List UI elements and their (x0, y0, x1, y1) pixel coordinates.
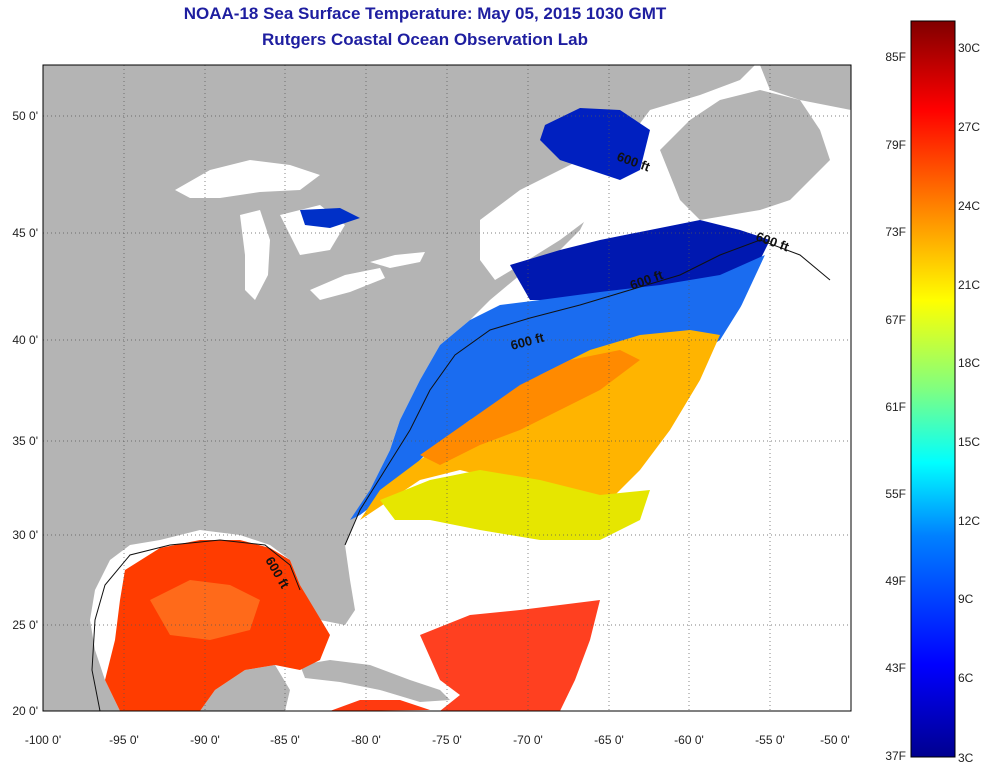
maritimes-top (760, 65, 851, 110)
lat-label: 35 0' (12, 434, 38, 448)
land-yucatan (200, 665, 290, 711)
latitude-labels: 50 0' 45 0' 40 0' 35 0' 30 0' 25 0' 20 0… (12, 109, 38, 718)
lon-label: -95 0' (109, 733, 139, 747)
sst-gulf-stream-core (420, 350, 640, 465)
swath-edge-mask (570, 255, 851, 711)
lon-label: -90 0' (190, 733, 220, 747)
cb-f-label: 43F (885, 661, 906, 675)
land-maritimes (660, 90, 830, 220)
cb-f-label: 55F (885, 487, 906, 501)
isobath-600ft (91, 239, 831, 711)
cb-f-label: 67F (885, 313, 906, 327)
lat-label: 50 0' (12, 109, 38, 123)
longitude-labels: -100 0' -95 0' -90 0' -85 0' -80 0' -75 … (25, 733, 850, 747)
lon-label: -70 0' (513, 733, 543, 747)
lon-label: -85 0' (270, 733, 300, 747)
lat-label: 40 0' (12, 333, 38, 347)
cb-f-label: 73F (885, 225, 906, 239)
lat-label: 30 0' (12, 528, 38, 542)
cb-f-label: 85F (885, 50, 906, 64)
cb-c-label: 12C (958, 514, 980, 528)
map-title: NOAA-18 Sea Surface Temperature: May 05,… (183, 4, 667, 23)
colorbar-celsius-labels: 30C 27C 24C 21C 18C 15C 12C 9C 6C 3C (958, 41, 980, 765)
lon-label: -50 0' (820, 733, 850, 747)
lon-label: -100 0' (25, 733, 61, 747)
lat-label: 20 0' (12, 704, 38, 718)
sst-shelf-water (350, 255, 765, 520)
sst-caribbean (330, 700, 430, 711)
cb-c-label: 30C (958, 41, 980, 55)
lon-label: -75 0' (432, 733, 462, 747)
lake-michigan (240, 210, 270, 300)
lake-erie (310, 268, 385, 300)
cloud-cover (400, 530, 640, 612)
graticule (43, 65, 851, 711)
cb-c-label: 15C (958, 435, 980, 449)
map-subtitle: Rutgers Coastal Ocean Observation Lab (262, 30, 588, 49)
colorbar-fahrenheit-labels: 85F 79F 73F 67F 61F 55F 49F 43F 37F (885, 50, 906, 763)
sst-gulf-stream (360, 330, 720, 520)
colorbar (910, 20, 956, 758)
cb-c-label: 24C (958, 199, 980, 213)
cb-c-label: 3C (958, 751, 974, 765)
cb-c-label: 18C (958, 356, 980, 370)
lon-label: -55 0' (755, 733, 785, 747)
cb-c-label: 9C (958, 592, 974, 606)
lon-label: -65 0' (594, 733, 624, 747)
cb-f-label: 79F (885, 138, 906, 152)
land-cuba (300, 660, 450, 702)
lon-label: -80 0' (351, 733, 381, 747)
sst-cold-gulf-st-lawrence (540, 108, 650, 180)
lat-label: 25 0' (12, 618, 38, 632)
sst-cold-lake-ontario-east (300, 208, 360, 228)
map-frame (42, 64, 852, 712)
cb-c-label: 27C (958, 120, 980, 134)
cb-f-label: 49F (885, 574, 906, 588)
lake-superior (175, 160, 320, 198)
lake-ontario (370, 252, 425, 268)
cb-f-label: 37F (885, 749, 906, 763)
sst-bahamas-atlantic (420, 600, 600, 711)
lat-label: 45 0' (12, 226, 38, 240)
sst-warm-band (380, 470, 650, 540)
cb-c-label: 21C (958, 278, 980, 292)
cb-c-label: 6C (958, 671, 974, 685)
lon-label: -60 0' (674, 733, 704, 747)
cb-f-label: 61F (885, 400, 906, 414)
